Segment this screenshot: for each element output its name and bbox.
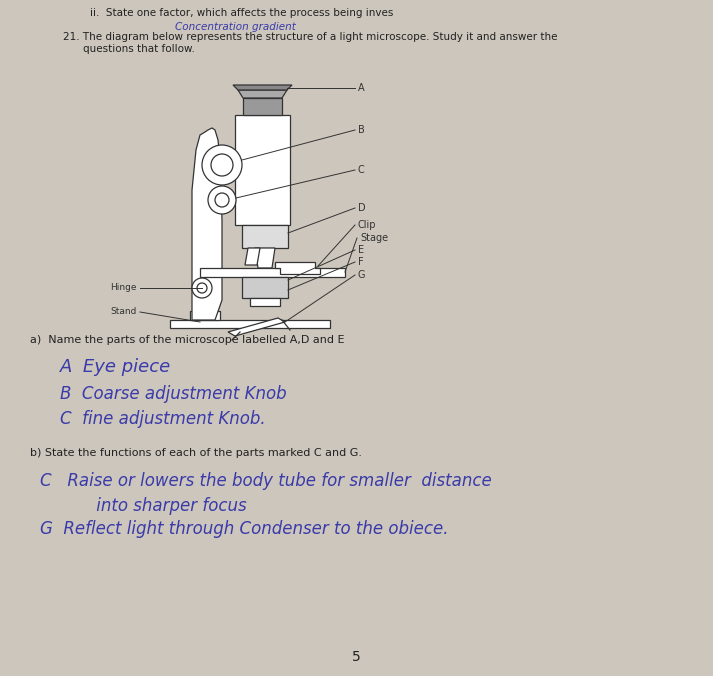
- Polygon shape: [238, 90, 287, 98]
- Text: b) State the functions of each of the parts marked C and G.: b) State the functions of each of the pa…: [30, 448, 362, 458]
- Text: questions that follow.: questions that follow.: [70, 44, 195, 54]
- Polygon shape: [255, 248, 275, 268]
- Text: B  Coarse adjustment Knob: B Coarse adjustment Knob: [60, 385, 287, 403]
- Circle shape: [215, 193, 229, 207]
- Text: C   Raise or lowers the body tube for smaller  distance: C Raise or lowers the body tube for smal…: [40, 472, 492, 490]
- Text: B: B: [358, 125, 365, 135]
- Polygon shape: [245, 248, 260, 265]
- Text: 5: 5: [352, 650, 360, 664]
- Text: A: A: [358, 83, 364, 93]
- Text: Concentration gradient: Concentration gradient: [175, 22, 296, 32]
- Text: G  Reflect light through Condenser to the obiece.: G Reflect light through Condenser to the…: [40, 520, 448, 538]
- Polygon shape: [170, 320, 330, 328]
- Polygon shape: [192, 128, 222, 320]
- Text: 21. The diagram below represents the structure of a light microscope. Study it a: 21. The diagram below represents the str…: [63, 32, 558, 42]
- Polygon shape: [200, 268, 345, 277]
- Text: a)  Name the parts of the microscope labelled A,D and E: a) Name the parts of the microscope labe…: [30, 335, 344, 345]
- Text: ii.  State one factor, which affects the process being inves: ii. State one factor, which affects the …: [90, 8, 394, 18]
- Circle shape: [197, 283, 207, 293]
- Polygon shape: [228, 318, 285, 336]
- Text: Stand: Stand: [111, 308, 137, 316]
- Text: D: D: [358, 203, 366, 213]
- Text: Clip: Clip: [358, 220, 376, 230]
- Polygon shape: [242, 277, 288, 298]
- Polygon shape: [250, 298, 280, 306]
- Text: F: F: [358, 257, 364, 267]
- Text: Stage: Stage: [360, 233, 388, 243]
- Text: Hinge: Hinge: [111, 283, 137, 293]
- Text: C  fine adjustment Knob.: C fine adjustment Knob.: [60, 410, 266, 428]
- Polygon shape: [190, 311, 220, 320]
- Text: G: G: [358, 270, 366, 280]
- Circle shape: [208, 186, 236, 214]
- Text: C: C: [358, 165, 365, 175]
- Text: E: E: [358, 245, 364, 255]
- Polygon shape: [275, 262, 320, 274]
- Polygon shape: [233, 85, 292, 90]
- Polygon shape: [242, 225, 288, 248]
- Text: into sharper focus: into sharper focus: [70, 497, 247, 515]
- Circle shape: [192, 278, 212, 298]
- Text: A  Eye piece: A Eye piece: [60, 358, 171, 376]
- Polygon shape: [235, 115, 290, 225]
- Circle shape: [202, 145, 242, 185]
- Polygon shape: [243, 98, 282, 115]
- Circle shape: [211, 154, 233, 176]
